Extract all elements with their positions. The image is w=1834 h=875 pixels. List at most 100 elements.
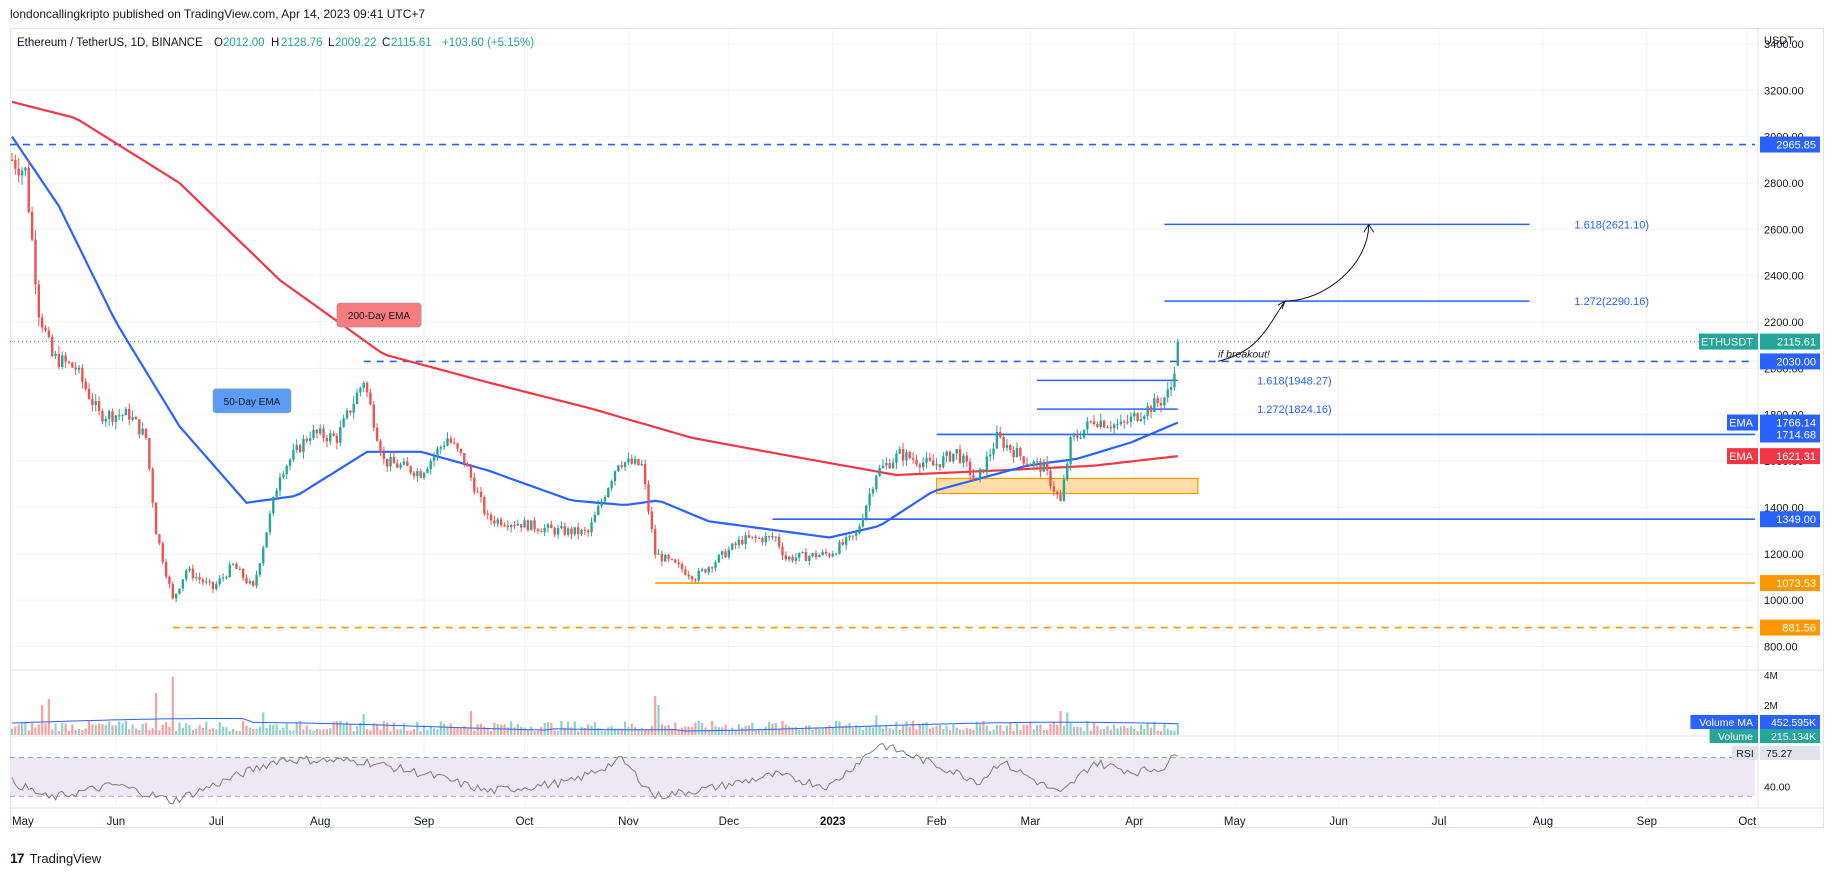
volume-bar [992,729,995,735]
volume-bar [17,724,20,735]
volume-bar [1066,712,1069,735]
candle-body [81,367,84,382]
volume-bar [607,727,610,735]
volume-bar [677,729,680,735]
volume-bar [128,729,131,735]
candle-body [798,552,801,558]
candle-body [707,567,710,573]
candle-body [329,433,332,442]
volume-bar [325,729,328,735]
level-tag-bg [1760,575,1820,592]
volume-bar [808,725,811,735]
candle-body [1176,341,1179,366]
fib-label: 1.618(1948.27) [1257,375,1332,387]
candle-body [185,570,188,580]
candle-body [952,453,955,462]
candle-body [426,468,429,473]
candle-body [680,564,684,570]
chart-frame [10,28,1824,828]
candle-body [71,362,74,368]
candle-body [1116,424,1119,426]
candle-body [1025,463,1029,465]
volume-bar [620,728,623,735]
candle-body [1039,461,1042,472]
volume-bar [295,722,298,735]
candle-body [710,567,714,569]
candle-body [111,411,114,422]
volume-bar [861,730,864,735]
volume-bar [412,728,416,735]
candle-body [124,408,128,416]
volume-bar [975,721,978,735]
candle-body [844,537,848,545]
callout: 50-Day EMA [212,388,292,414]
volume-bar [359,722,362,735]
volume-bar [851,728,854,735]
volume-bar [888,728,891,735]
candle-body [1123,421,1126,423]
fib-label: 1.272(2290.16) [1574,296,1649,308]
candle-body [345,410,349,419]
candle-body [526,520,530,531]
volume-tick-label: 4M [1764,671,1778,682]
time-tick-label: Dec [719,816,740,828]
candle-body [630,458,633,464]
volume-bar [134,728,138,735]
candle-body [861,518,865,527]
volume-bar [523,727,526,735]
candle-body [724,551,727,558]
volume-bar [731,727,734,735]
candle-body [51,336,54,356]
candle-body [533,520,536,530]
candle-body [550,524,553,529]
candle-body [10,159,14,161]
price-tag-value: 2115.61 [1777,337,1816,349]
candle-body [674,559,677,563]
candle-body [885,463,888,466]
candle-body [908,452,911,459]
candle-body [473,477,476,492]
candle-body [640,463,643,466]
candle-body [915,459,918,465]
candle-body [875,475,878,490]
candle-body [319,428,322,434]
candle-body [1169,387,1173,390]
candle-body [1022,456,1025,464]
candle-body [258,563,262,575]
volume-bar [506,727,509,735]
candle-body [888,463,891,469]
volume-bar [332,721,335,735]
volume-bar [1042,730,1045,735]
price-tag-value: 1621.31 [1776,451,1816,463]
volume-bar [503,724,506,735]
candle-body [265,532,268,548]
price-tag-value: 1766.14 [1776,418,1816,430]
candle-body [1146,406,1149,417]
volume-bar [288,730,292,735]
candle-body [134,417,138,420]
rsi-tag-name: RSI [1736,748,1754,760]
volume-bar [1015,723,1019,735]
volume-bar [1069,722,1072,735]
volume-bar [573,721,576,735]
candle-body [215,584,218,590]
candle-body [516,524,520,526]
volume-bar [928,728,931,735]
volume-bar [453,728,456,735]
candle-body [382,453,386,459]
volume-bar [513,727,516,735]
volume-bar [91,724,94,735]
candle-body [553,528,556,535]
volume-bar [526,730,529,735]
candle-body [198,576,201,580]
candle-body [335,435,339,443]
candle-body [1082,429,1086,438]
candle-body [687,574,690,577]
volume-bar [302,729,305,735]
volume-bar [285,723,288,735]
volume-legend-name-bg [1690,715,1758,729]
ema-lines [11,100,1179,539]
candle-body [509,524,513,528]
volume-bar [791,727,794,735]
